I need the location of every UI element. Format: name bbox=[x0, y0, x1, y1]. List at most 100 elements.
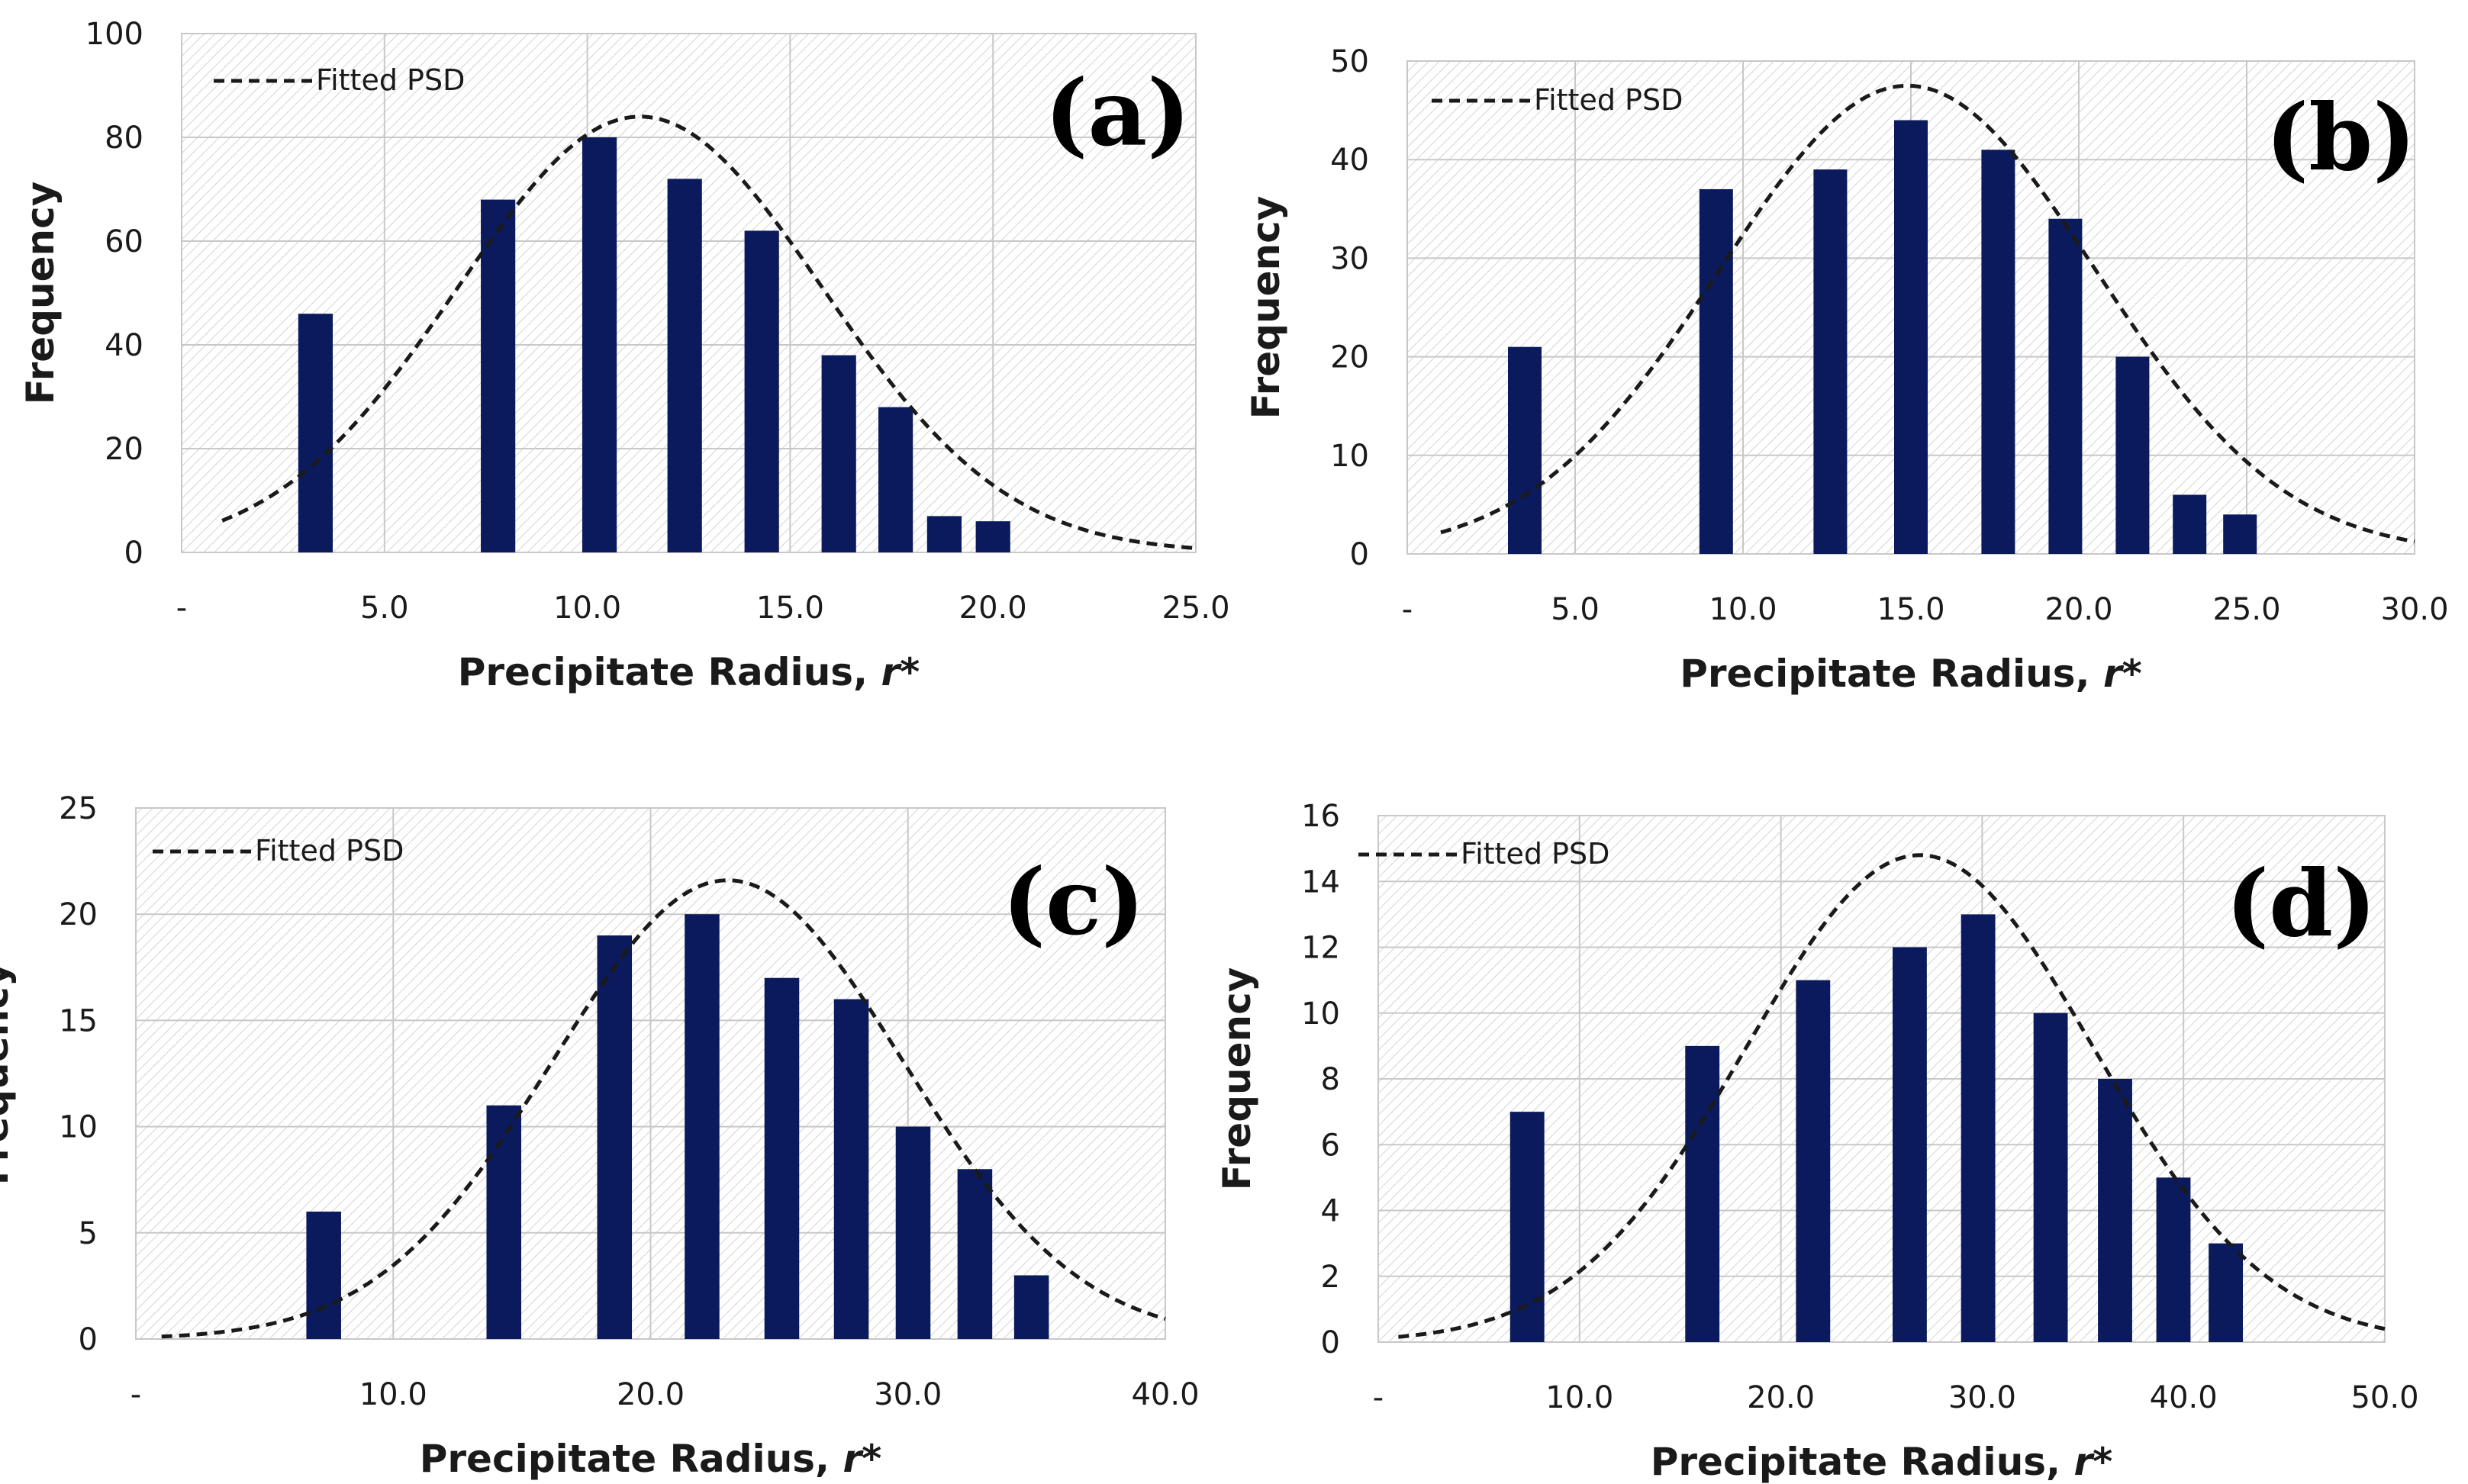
chart-3-panel-label: (c) bbox=[1002, 848, 1145, 956]
chart-1-fitted-psd-curve bbox=[221, 114, 1197, 550]
chart-3-bar bbox=[895, 1126, 931, 1339]
chart-4-bar bbox=[1961, 914, 1996, 1342]
chart-1-x-axis-title: Precipitate Radius, r* bbox=[458, 650, 920, 694]
chart-1-y-tick-label: 80 bbox=[105, 121, 143, 156]
chart-4-x-tick-label: 10.0 bbox=[1545, 1380, 1613, 1415]
chart-1-y-tick-label: 60 bbox=[105, 224, 143, 259]
chart-3-bar bbox=[685, 914, 720, 1339]
chart-3-y-tick-label: 5 bbox=[79, 1216, 98, 1251]
chart-1-y-tick-label: 40 bbox=[105, 328, 143, 363]
chart-4-bar bbox=[2209, 1243, 2244, 1342]
chart-1-x-tick-label: 5.0 bbox=[360, 591, 409, 626]
chart-4-x-tick-label: 50.0 bbox=[2350, 1380, 2418, 1415]
chart-2-bar bbox=[1894, 120, 1928, 554]
chart-4-bar bbox=[1796, 980, 1831, 1342]
chart-3-bar bbox=[1013, 1275, 1049, 1339]
chart-3-x-tick-label: 20.0 bbox=[617, 1377, 685, 1412]
chart-3-bar bbox=[833, 999, 869, 1339]
chart-2-x-axis-title-symbol: r* bbox=[2103, 652, 2142, 696]
chart-2-y-axis-title: Frequency bbox=[1244, 196, 1288, 420]
chart-4-bar bbox=[1893, 947, 1927, 1342]
chart-2-panel-label: (b) bbox=[2266, 84, 2416, 192]
chart-3-x-tick-label: - bbox=[130, 1377, 141, 1412]
chart-3-y-tick-label: 20 bbox=[59, 897, 98, 932]
chart-1-bar bbox=[975, 521, 1010, 552]
chart-4-x-axis-title-symbol: r* bbox=[2073, 1440, 2112, 1484]
chart-1-panel-label: (a) bbox=[1045, 60, 1191, 167]
chart-4-y-tick-label: 14 bbox=[1301, 864, 1340, 900]
chart-4-x-tick-label: 30.0 bbox=[1948, 1380, 2016, 1415]
chart-1-x-tick-label: 25.0 bbox=[1162, 591, 1229, 626]
chart-1: 0 20 40 60 80 100 - 5.0 10.0 15.0 20.0 25.0 Precipit… bbox=[18, 17, 1230, 694]
chart-4-fitted-psd-curve bbox=[1398, 853, 2386, 1339]
chart-1-bar bbox=[821, 355, 856, 552]
chart-1-bar bbox=[667, 179, 702, 552]
chart-1-bar bbox=[582, 137, 617, 552]
chart-2-bar bbox=[1813, 169, 1848, 554]
chart-3-fitted-psd-curve bbox=[161, 878, 1166, 1339]
chart-2-y-tick-label: 40 bbox=[1330, 143, 1369, 178]
chart-3-x-axis-title: Precipitate Radius, r* bbox=[420, 1437, 882, 1481]
chart-2-x-tick-label: 30.0 bbox=[2380, 592, 2448, 627]
chart-4-panel-label: (d) bbox=[2226, 850, 2376, 958]
chart-2-y-tick-label: 20 bbox=[1330, 340, 1369, 375]
chart-2-y-tick-label: 30 bbox=[1330, 241, 1369, 276]
chart-1-bar bbox=[878, 407, 913, 552]
chart-4-x-axis-title-main: Precipitate Radius, bbox=[1651, 1440, 2074, 1484]
chart-4-bar bbox=[2156, 1177, 2191, 1342]
chart-1-x-tick-label: 10.0 bbox=[553, 591, 621, 626]
chart-4-y-axis-title: Frequency bbox=[1215, 967, 1259, 1191]
chart-2-x-axis-title-main: Precipitate Radius, bbox=[1680, 652, 2103, 696]
chart-1-y-tick-label: 0 bbox=[124, 536, 143, 571]
chart-4-y-tick-label: 10 bbox=[1301, 996, 1340, 1032]
chart-4-y-tick-label: 2 bbox=[1321, 1260, 1340, 1295]
chart-2-x-tick-label: 25.0 bbox=[2212, 592, 2280, 627]
chart-2-x-tick-label: 5.0 bbox=[1551, 592, 1600, 627]
chart-3-bar bbox=[597, 935, 633, 1339]
chart-2-bar bbox=[2048, 218, 2083, 554]
chart-2-x-tick-label: 10.0 bbox=[1709, 592, 1777, 627]
chart-3-y-tick-label: 10 bbox=[59, 1110, 98, 1145]
chart-4-x-axis-title: Precipitate Radius, r* bbox=[1651, 1440, 2113, 1484]
chart-1-bar bbox=[926, 516, 962, 552]
chart-4-y-tick-label: 8 bbox=[1321, 1062, 1340, 1097]
chart-3-bar bbox=[957, 1169, 993, 1339]
chart-2-x-tick-label: 15.0 bbox=[1877, 592, 1944, 627]
chart-4-x-tick-label: 40.0 bbox=[2150, 1380, 2218, 1415]
chart-4-bar bbox=[1685, 1045, 1720, 1342]
chart-3-x-axis-title-main: Precipitate Radius, bbox=[420, 1437, 843, 1481]
chart-3-bar bbox=[486, 1105, 522, 1339]
chart-1-x-axis-title-symbol: r* bbox=[881, 650, 920, 694]
chart-2: 0 10 20 30 40 50 - 5.0 10.0 15.0 20.0 25.0 30.0 Preci… bbox=[1244, 44, 2449, 696]
chart-1-bar bbox=[744, 230, 779, 552]
chart-1-bar bbox=[298, 314, 333, 552]
chart-3-legend-label: Fitted PSD bbox=[255, 834, 404, 868]
chart-2-bar bbox=[1508, 346, 1542, 554]
chart-2-bar bbox=[1699, 188, 1733, 554]
chart-2-y-tick-label: 10 bbox=[1330, 439, 1369, 474]
chart-4-bar bbox=[1509, 1112, 1545, 1342]
chart-3-y-tick-label: 15 bbox=[59, 1003, 98, 1038]
chart-3-x-axis-title-symbol: r* bbox=[843, 1437, 881, 1481]
chart-3-y-tick-label: 25 bbox=[59, 791, 98, 826]
chart-3-x-tick-label: 10.0 bbox=[359, 1377, 427, 1412]
chart-1-y-tick-label: 100 bbox=[85, 17, 143, 52]
chart-4-y-tick-label: 4 bbox=[1321, 1194, 1340, 1229]
chart-2-x-tick-label: 20.0 bbox=[2044, 592, 2112, 627]
chart-2-x-tick-label: - bbox=[1402, 592, 1413, 627]
chart-4-x-tick-label: 20.0 bbox=[1747, 1380, 1815, 1415]
chart-3-y-tick-label: 0 bbox=[79, 1322, 98, 1357]
chart-3: 0 5 10 15 20 25 - 10.0 20.0 30.0 40.0 Precipitate R… bbox=[0, 791, 1200, 1481]
chart-3-y-axis-title: Frequency bbox=[0, 962, 17, 1186]
chart-2-x-axis-title: Precipitate Radius, r* bbox=[1680, 652, 2142, 696]
chart-3-bar bbox=[764, 977, 800, 1339]
chart-4-legend-label: Fitted PSD bbox=[1461, 837, 1609, 871]
chart-2-bar bbox=[2223, 514, 2257, 554]
chart-1-x-tick-label: - bbox=[176, 591, 187, 626]
chart-4-bar bbox=[2033, 1012, 2068, 1342]
chart-1-y-tick-label: 20 bbox=[105, 432, 143, 467]
chart-2-bar bbox=[2173, 494, 2207, 554]
chart-2-y-tick-label: 0 bbox=[1350, 537, 1369, 572]
chart-3-x-tick-label: 30.0 bbox=[874, 1377, 942, 1412]
